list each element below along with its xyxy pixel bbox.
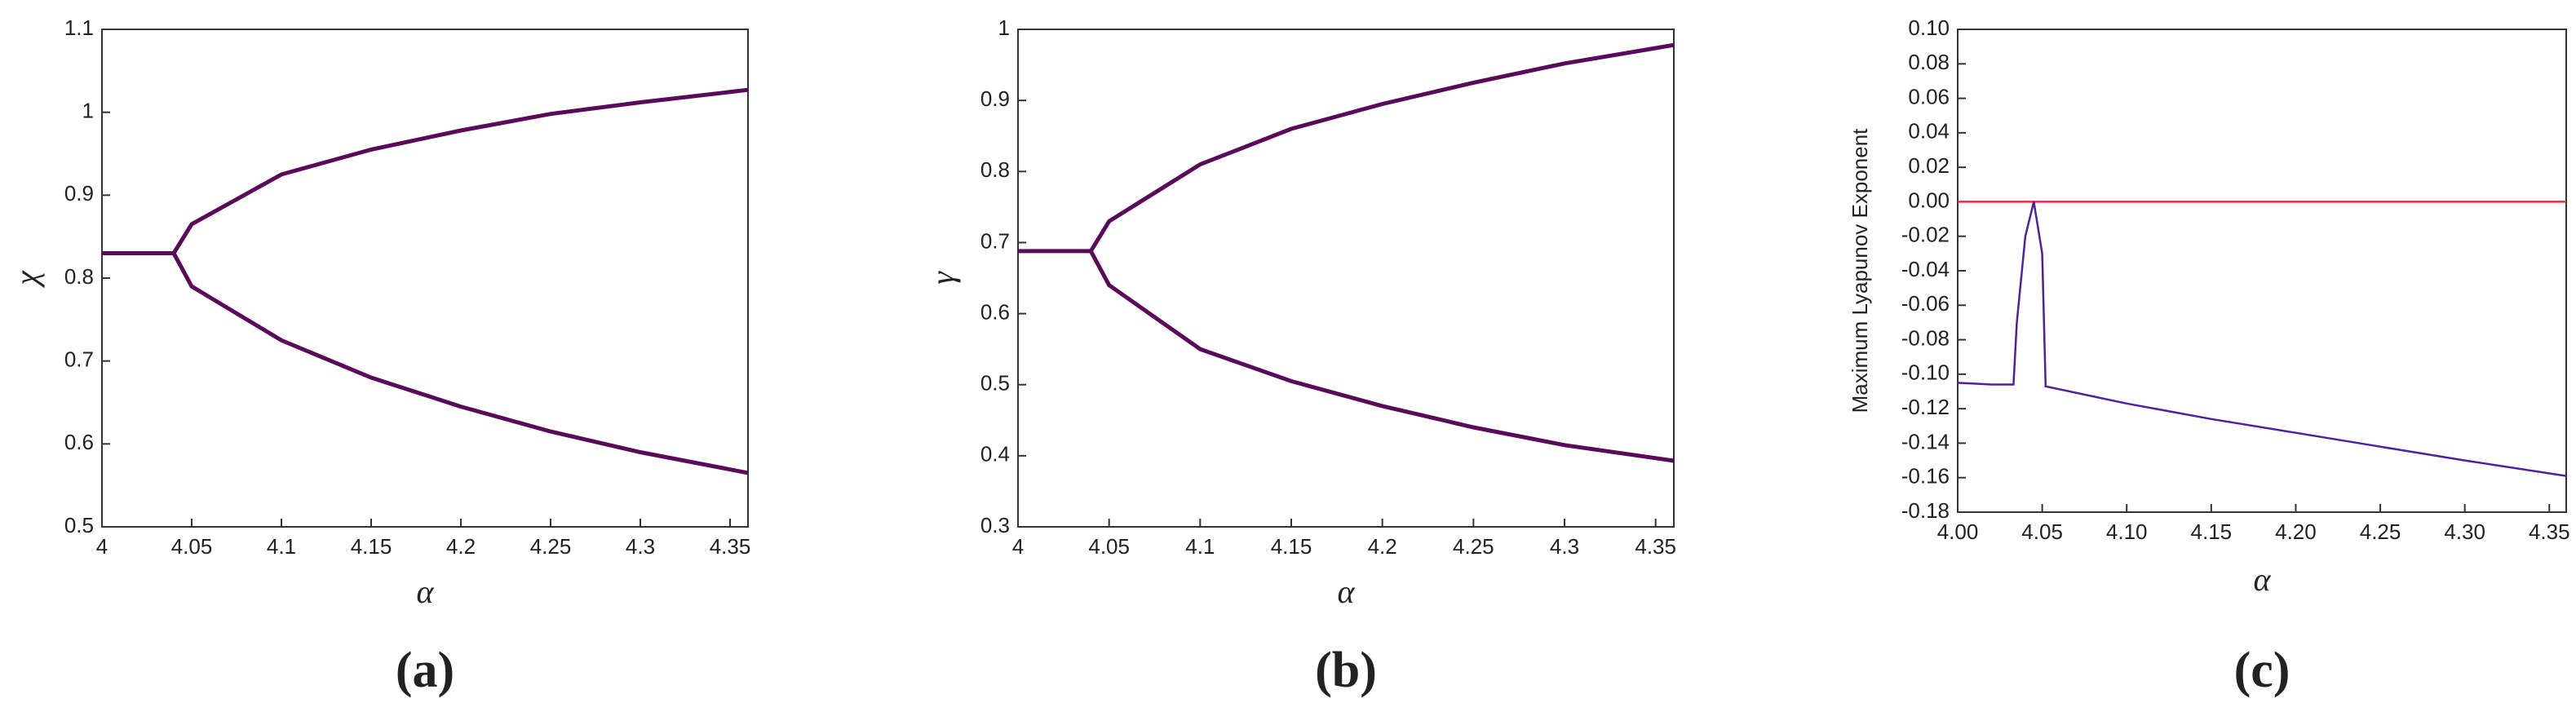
y-tick-label: 0.4 (980, 442, 1010, 466)
x-tick-label: 4.10 (2106, 519, 2148, 544)
x-tick-label: 4.15 (1271, 534, 1312, 559)
y-tick-label: -0.18 (1901, 498, 1950, 523)
x-tick-label: 4.30 (2444, 519, 2485, 544)
y-tick-label: 0.10 (1908, 15, 1950, 40)
y-tick-label: 0.7 (980, 228, 1010, 253)
y-tick-label: 0.6 (980, 299, 1010, 324)
y-tick-label: 0.8 (980, 157, 1010, 182)
panel-caption: (a) (396, 643, 454, 698)
x-tick-label: 4.2 (1368, 534, 1397, 559)
y-tick-label: 0.8 (64, 264, 94, 289)
x-tick-label: 4.1 (1185, 534, 1215, 559)
y-axis-label: γ (924, 271, 961, 285)
x-tick-label: 4.20 (2275, 519, 2317, 544)
x-tick-label: 4.05 (171, 534, 213, 559)
y-tick-label: 0.5 (64, 513, 94, 537)
x-tick-label: 4.2 (446, 534, 476, 559)
x-tick-label: 4.35 (710, 534, 751, 559)
y-tick-label: -0.16 (1901, 464, 1950, 488)
y-tick-label: -0.14 (1901, 429, 1950, 453)
x-axis-label: α (2254, 561, 2272, 598)
y-tick-label: -0.12 (1901, 395, 1950, 419)
data-line (1957, 201, 2567, 477)
y-tick-label: 0.9 (64, 181, 94, 206)
x-tick-label: 4.3 (626, 534, 655, 559)
x-tick-label: 4.05 (1088, 534, 1130, 559)
y-tick-label: -0.08 (1901, 325, 1950, 350)
y-tick-label: 1.1 (64, 15, 94, 40)
x-tick-label: 4.3 (1550, 534, 1579, 559)
y-tick-label: 0.00 (1908, 188, 1950, 212)
panel-caption: (b) (1315, 643, 1377, 698)
y-tick-label: 0.7 (64, 347, 94, 372)
y-tick-label: 0.9 (980, 86, 1010, 111)
y-tick-label: -0.06 (1901, 291, 1950, 316)
y-axis-label: Maximum Lyapunov Exponent (1848, 128, 1872, 413)
x-tick-label: 4.35 (2529, 519, 2570, 544)
x-tick-label: 4.25 (530, 534, 572, 559)
y-tick-label: 0.06 (1908, 84, 1950, 108)
x-tick-label: 4.25 (2360, 519, 2401, 544)
plot-frame (1957, 29, 2567, 513)
x-tick-label: 4 (96, 534, 108, 559)
y-tick-label: 0.5 (980, 371, 1010, 396)
y-tick-label: 0.6 (64, 430, 94, 454)
panel-caption: (c) (2234, 643, 2291, 698)
y-tick-label: -0.02 (1901, 223, 1950, 247)
x-tick-label: 4.15 (351, 534, 392, 559)
x-axis-label: α (1338, 573, 1356, 610)
y-tick-label: 1 (82, 99, 94, 123)
data-line (102, 87, 749, 255)
y-tick-label: 0.08 (1908, 50, 1950, 74)
y-tick-label: -0.04 (1901, 257, 1950, 281)
x-tick-label: 4 (1012, 534, 1024, 559)
x-tick-label: 4.25 (1453, 534, 1494, 559)
x-tick-label: 4.05 (2021, 519, 2063, 544)
y-tick-label: -0.10 (1901, 360, 1950, 385)
x-axis-label: α (417, 573, 435, 610)
y-tick-label: 0.3 (980, 513, 1010, 537)
x-tick-label: 4.00 (1937, 519, 1979, 544)
plot-frame (1017, 29, 1675, 528)
data-line (171, 252, 749, 475)
x-tick-label: 4.35 (1635, 534, 1676, 559)
data-line (1089, 250, 1675, 463)
y-tick-label: 0.02 (1908, 153, 1950, 178)
x-tick-label: 4.15 (2191, 519, 2233, 544)
data-line (1018, 42, 1675, 254)
y-tick-label: 1 (998, 15, 1010, 40)
y-axis-label: χ (8, 270, 45, 289)
y-tick-label: 0.04 (1908, 119, 1950, 144)
x-tick-label: 4.1 (267, 534, 296, 559)
